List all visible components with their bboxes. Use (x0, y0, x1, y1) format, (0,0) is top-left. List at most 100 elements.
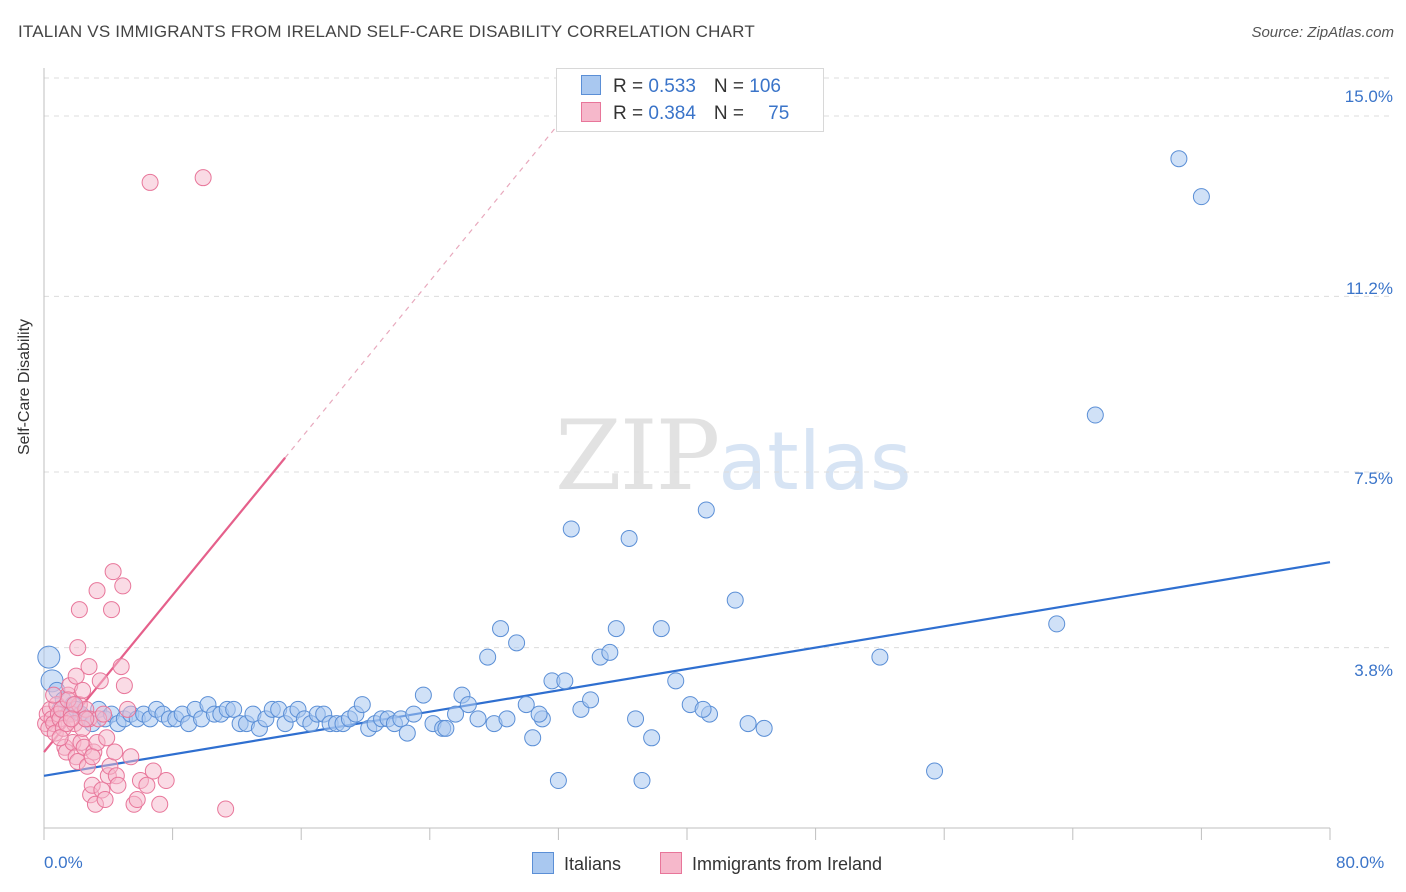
watermark-zip: ZIP (555, 400, 720, 512)
legend-swatch-blue (581, 75, 601, 95)
data-point-ireland (88, 582, 106, 600)
data-point-italians (601, 643, 619, 661)
data-point-italians (414, 686, 432, 704)
data-point-ireland (157, 772, 175, 790)
data-point-ireland (119, 700, 137, 718)
data-point-italians (549, 772, 567, 790)
data-point-italians (582, 691, 600, 709)
data-point-ireland (83, 748, 101, 766)
data-point-ireland (45, 686, 63, 704)
data-point-ireland (66, 696, 84, 714)
data-point-ireland (151, 795, 169, 813)
trend-line-ireland-extension (284, 77, 597, 459)
data-point-ireland (122, 748, 140, 766)
series-italians-points (37, 150, 1210, 790)
grid-lines (44, 77, 1392, 649)
data-point-italians (405, 705, 423, 723)
data-point-italians (627, 710, 645, 728)
legend-r-value: 0.533 (648, 76, 696, 97)
watermark-atlas: atlas (718, 415, 912, 508)
legend-r-label: R = (613, 76, 649, 97)
data-point-italians (225, 700, 243, 718)
data-point-ireland (80, 658, 98, 676)
legend-row-ireland: R = 0.384 N = 75 (581, 102, 789, 126)
y-tick-label: 3.8% (1354, 661, 1393, 680)
data-point-ireland (51, 729, 69, 747)
data-point-italians (459, 696, 477, 714)
data-point-ireland (62, 710, 80, 728)
y-tick-label: 15.0% (1344, 87, 1393, 106)
bottom-legend-italians: Italians (532, 852, 621, 875)
data-point-ireland (91, 672, 109, 690)
data-point-italians (1170, 150, 1188, 168)
chart-title: ITALIAN VS IMMIGRANTS FROM IRELAND SELF-… (18, 22, 755, 41)
legend-series-name: Italians (564, 854, 622, 874)
data-point-italians (353, 696, 371, 714)
data-point-ireland (103, 601, 121, 619)
series-ireland-points (37, 169, 235, 818)
legend-n-label: N = (713, 103, 750, 124)
data-point-italians (479, 648, 497, 666)
data-point-ireland (69, 639, 87, 657)
data-point-italians (1086, 406, 1104, 424)
data-point-italians (37, 645, 61, 669)
data-point-italians (755, 719, 773, 737)
legend-series-name: Immigrants from Ireland (692, 854, 883, 874)
legend-swatch-pink (581, 102, 601, 122)
data-point-italians (398, 724, 416, 742)
legend-n-value: 106 (749, 76, 781, 97)
data-point-ireland (94, 705, 112, 723)
data-point-italians (508, 634, 526, 652)
legend-r-value: 0.384 (648, 103, 696, 124)
y-tick-label: 7.5% (1354, 469, 1393, 488)
data-point-italians (607, 620, 625, 638)
data-point-italians (556, 672, 574, 690)
data-point-ireland (144, 762, 162, 780)
data-point-italians (739, 715, 757, 733)
data-point-italians (498, 710, 516, 728)
data-point-italians (697, 501, 715, 519)
data-point-ireland (112, 658, 130, 676)
legend-swatch-blue (532, 852, 554, 874)
data-point-ireland (217, 800, 235, 818)
data-point-ireland (138, 776, 156, 794)
y-tick-label: 11.2% (1346, 279, 1393, 298)
data-point-ireland (74, 681, 92, 699)
data-point-ireland (115, 677, 133, 695)
data-point-ireland (114, 577, 132, 595)
source-credit: Source: ZipAtlas.com (1251, 24, 1394, 41)
legend-swatch-pink (660, 852, 682, 874)
legend-r-label: R = (613, 103, 649, 124)
data-point-italians (447, 705, 465, 723)
trend-line-italians (43, 561, 1331, 777)
data-point-italians (643, 729, 661, 747)
data-point-ireland (194, 169, 212, 187)
data-point-italians (1192, 188, 1210, 206)
data-point-ireland (104, 563, 122, 581)
trend-lines (43, 77, 1331, 777)
data-point-italians (926, 762, 944, 780)
watermark: ZIPatlas (555, 400, 912, 512)
stats-legend: R = 0.533 N = 106 R = 0.384 N = 75 (556, 68, 824, 132)
axes (43, 68, 1331, 840)
y-axis-label: Self-Care Disability (16, 318, 33, 455)
data-point-italians (562, 520, 580, 538)
data-point-italians (1048, 615, 1066, 633)
data-point-ireland (109, 776, 127, 794)
data-point-italians (694, 700, 712, 718)
legend-row-italians: R = 0.533 N = 106 (581, 75, 781, 99)
data-point-italians (652, 620, 670, 638)
legend-n-value: 75 (768, 103, 790, 124)
data-point-ireland (128, 791, 146, 809)
data-point-italians (492, 620, 510, 638)
legend-n-label: N = (713, 76, 750, 97)
data-point-italians (437, 719, 455, 737)
data-point-ireland (96, 791, 114, 809)
data-point-italians (871, 648, 889, 666)
x-tick-label-min: 0.0% (44, 853, 83, 872)
data-point-italians (726, 591, 744, 609)
data-point-ireland (70, 601, 88, 619)
data-point-ireland (67, 667, 85, 685)
bottom-legend-ireland: Immigrants from Ireland (660, 852, 882, 875)
